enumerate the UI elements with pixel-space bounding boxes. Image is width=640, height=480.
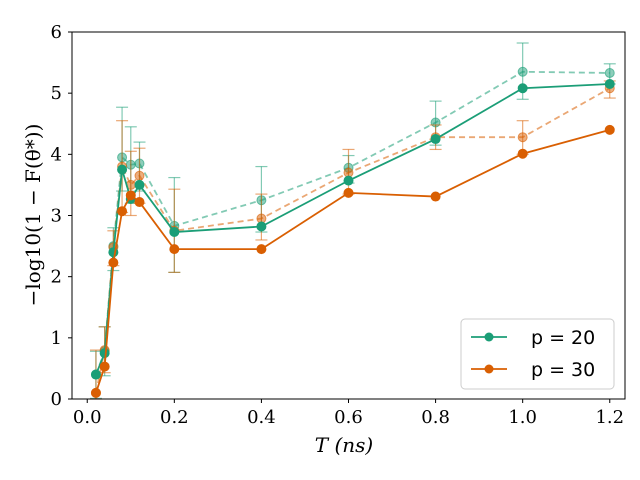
y-tick-label: 0 bbox=[51, 389, 62, 410]
x-tick-label: 0.4 bbox=[247, 407, 276, 428]
data-point-p-30-1 bbox=[99, 361, 110, 372]
x-tick-label: 0.2 bbox=[160, 407, 189, 428]
x-tick-label: 1.0 bbox=[508, 407, 537, 428]
x-axis-label: T (ns) bbox=[315, 433, 373, 457]
y-tick-label: 1 bbox=[51, 328, 62, 349]
y-axis-label: −log10(1 − F(θ*)) bbox=[21, 124, 45, 307]
data-point-p-30-4 bbox=[125, 190, 136, 201]
data-point-p-30-6 bbox=[169, 244, 180, 255]
legend: p = 20 p = 30 bbox=[460, 318, 615, 390]
x-tick-label: 0.0 bbox=[73, 407, 102, 428]
legend-item-p-20: p = 20 bbox=[471, 327, 595, 349]
data-point-p-20-11 bbox=[604, 78, 615, 89]
legend-item-p-30: p = 30 bbox=[471, 359, 595, 381]
data-point-p-20-6 bbox=[169, 227, 180, 238]
data-point-p-20-7 bbox=[256, 221, 267, 232]
data-point-p-20-0 bbox=[90, 369, 101, 380]
legend-label: p = 30 bbox=[531, 359, 595, 381]
data-point-p-20-10 bbox=[517, 83, 528, 94]
legend-label: p = 20 bbox=[531, 327, 595, 349]
data-point-p-20-3 bbox=[117, 164, 128, 175]
legend-swatch-marker bbox=[484, 364, 494, 374]
data-point-p-30-9 bbox=[430, 191, 441, 202]
legend-swatch-marker bbox=[484, 332, 494, 342]
data-point-p-30-11 bbox=[604, 124, 615, 135]
y-tick-label: 3 bbox=[51, 206, 62, 227]
data-point-p-30-5 bbox=[134, 197, 145, 208]
y-tick-label: 2 bbox=[51, 267, 62, 288]
data-point-p-30-2 bbox=[108, 257, 119, 268]
series-line-p-30-mean bbox=[95, 87, 611, 394]
data-point-p-30-mean-10 bbox=[517, 132, 528, 143]
data-point-p-30-0 bbox=[90, 387, 101, 398]
data-point-p-30-8 bbox=[343, 187, 354, 198]
data-point-p-20-mean-11 bbox=[604, 67, 615, 78]
series-line-p-20 bbox=[95, 83, 610, 375]
data-point-p-30-3 bbox=[117, 206, 128, 217]
data-point-p-20-mean-10 bbox=[517, 66, 528, 77]
data-point-p-30-10 bbox=[517, 148, 528, 159]
y-tick-label: 5 bbox=[51, 83, 62, 104]
x-tick-label: 1.2 bbox=[595, 407, 624, 428]
plot-area bbox=[89, 42, 616, 400]
axes: 0.0 0.2 0.4 0.6 0.8 1.0 1.2 0 1 2 3 4 5 6 bbox=[51, 22, 625, 428]
y-tick-label: 6 bbox=[51, 22, 62, 43]
y-tick-label: 4 bbox=[51, 144, 62, 165]
data-point-p-20-8 bbox=[343, 175, 354, 186]
data-point-p-30-mean-5 bbox=[134, 170, 145, 181]
data-point-p-20-5 bbox=[134, 179, 145, 190]
x-tick-label: 0.8 bbox=[421, 407, 450, 428]
data-point-p-30-7 bbox=[256, 244, 267, 255]
data-point-p-20-9 bbox=[430, 134, 441, 145]
x-tick-label: 0.6 bbox=[334, 407, 363, 428]
series-line-p-30 bbox=[95, 128, 610, 394]
